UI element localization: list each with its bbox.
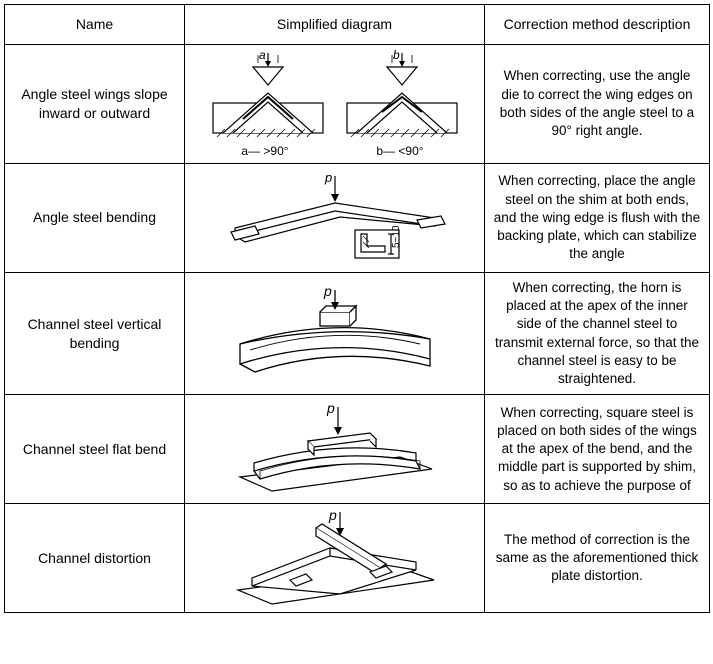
- table-header-row: Name Simplified diagram Correction metho…: [5, 5, 710, 45]
- channel-flat-diagram: p: [220, 399, 450, 499]
- diagram-label-a: a: [259, 49, 266, 62]
- table-row: Channel distortion: [5, 504, 710, 613]
- angle-die-diagram: a: [195, 49, 475, 159]
- row-diagram: a: [185, 44, 485, 163]
- row-name: Channel steel flat bend: [5, 395, 185, 504]
- force-label: p: [328, 508, 337, 523]
- row-name: Channel steel vertical bending: [5, 272, 185, 394]
- diagram-label-b: b: [393, 49, 400, 62]
- row-name: Angle steel bending: [5, 163, 185, 272]
- beam-on-shims-diagram: p 5~10: [205, 168, 465, 268]
- table-row: Channel steel flat bend: [5, 395, 710, 504]
- diagram-caption-b: b— <90°: [376, 144, 423, 158]
- channel-vertical-diagram: p: [220, 284, 450, 384]
- row-description: When correcting, square steel is placed …: [485, 395, 710, 504]
- row-name: Angle steel wings slope inward or outwar…: [5, 44, 185, 163]
- detail-dim: 5~10: [391, 225, 402, 248]
- row-diagram: p: [185, 272, 485, 394]
- row-name: Channel distortion: [5, 504, 185, 613]
- row-description: When correcting, use the angle die to co…: [485, 44, 710, 163]
- col-header-diagram: Simplified diagram: [185, 5, 485, 45]
- table-row: Angle steel bending p: [5, 163, 710, 272]
- channel-distortion-diagram: p: [220, 508, 450, 608]
- correction-methods-table: Name Simplified diagram Correction metho…: [4, 4, 710, 613]
- row-description: When correcting, place the angle steel o…: [485, 163, 710, 272]
- force-label: p: [323, 284, 332, 299]
- row-description: When correcting, the horn is placed at t…: [485, 272, 710, 394]
- row-diagram: p 5~10: [185, 163, 485, 272]
- row-description: The method of correction is the same as …: [485, 504, 710, 613]
- row-diagram: p: [185, 504, 485, 613]
- table-row: Channel steel vertical bending: [5, 272, 710, 394]
- col-header-description: Correction method description: [485, 5, 710, 45]
- col-header-name: Name: [5, 5, 185, 45]
- force-label: p: [324, 170, 332, 185]
- row-diagram: p: [185, 395, 485, 504]
- diagram-caption-a: a— >90°: [241, 144, 288, 158]
- table-row: Angle steel wings slope inward or outwar…: [5, 44, 710, 163]
- force-label: p: [326, 400, 335, 416]
